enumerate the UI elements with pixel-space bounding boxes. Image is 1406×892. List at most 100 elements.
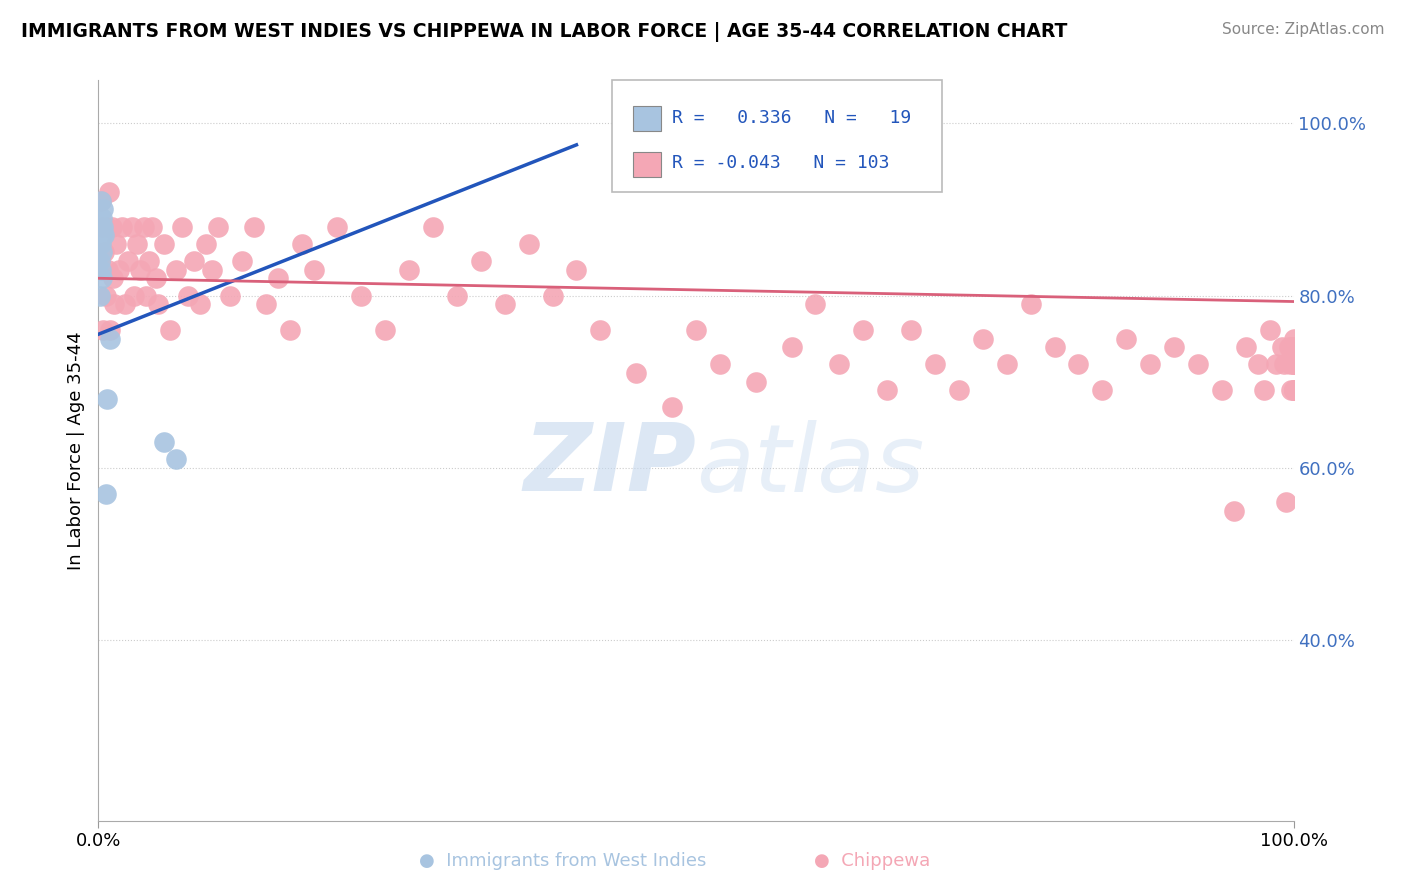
Point	[709, 357, 731, 371]
Point	[1211, 383, 1233, 397]
Point	[177, 288, 200, 302]
Point	[565, 262, 588, 277]
Point	[267, 271, 290, 285]
Point	[661, 401, 683, 415]
Text: R =   0.336   N =   19: R = 0.336 N = 19	[672, 109, 911, 127]
Point	[876, 383, 898, 397]
Point	[278, 323, 301, 337]
Point	[1282, 357, 1305, 371]
Point	[374, 323, 396, 337]
Point	[201, 262, 224, 277]
Point	[900, 323, 922, 337]
Point	[188, 297, 211, 311]
Point	[1043, 340, 1066, 354]
Point	[291, 236, 314, 251]
Point	[780, 340, 803, 354]
Point	[121, 219, 143, 234]
Point	[804, 297, 827, 311]
Point	[94, 486, 117, 500]
Point	[1282, 340, 1305, 354]
Point	[117, 254, 139, 268]
Point	[422, 219, 444, 234]
Point	[745, 375, 768, 389]
Point	[254, 297, 277, 311]
Point	[470, 254, 492, 268]
Text: R = -0.043   N = 103: R = -0.043 N = 103	[672, 154, 890, 172]
Point	[1275, 495, 1298, 509]
Point	[96, 392, 118, 406]
Point	[195, 236, 218, 251]
Point	[98, 323, 122, 337]
Point	[626, 366, 648, 380]
Point	[1279, 383, 1302, 397]
Point	[89, 254, 111, 268]
Text: ●  Immigrants from West Indies: ● Immigrants from West Indies	[419, 852, 706, 870]
Point	[89, 228, 111, 243]
Point	[995, 357, 1018, 371]
Point	[517, 236, 540, 251]
Point	[91, 202, 114, 217]
Point	[1282, 383, 1305, 397]
Point	[219, 288, 242, 302]
Text: atlas: atlas	[696, 420, 924, 511]
Point	[1139, 357, 1161, 371]
Text: ZIP: ZIP	[523, 419, 696, 511]
Point	[91, 228, 114, 243]
Point	[96, 219, 118, 234]
Point	[148, 297, 170, 311]
Point	[1272, 357, 1295, 371]
Point	[1163, 340, 1185, 354]
Point	[165, 452, 187, 467]
Point	[172, 219, 194, 234]
Point	[145, 271, 167, 285]
Point	[90, 219, 112, 234]
Point	[1281, 340, 1303, 354]
Point	[103, 297, 125, 311]
Point	[446, 288, 468, 302]
Point	[541, 288, 564, 302]
Point	[1282, 383, 1305, 397]
Point	[302, 262, 325, 277]
Text: ●  Chippewa: ● Chippewa	[814, 852, 929, 870]
Point	[948, 383, 970, 397]
Point	[1091, 383, 1114, 397]
Point	[1223, 504, 1246, 518]
Point	[91, 245, 114, 260]
Point	[1278, 357, 1301, 371]
Point	[125, 236, 148, 251]
Point	[132, 219, 155, 234]
Point	[105, 236, 128, 251]
Point	[231, 254, 253, 268]
Text: Source: ZipAtlas.com: Source: ZipAtlas.com	[1222, 22, 1385, 37]
Point	[350, 288, 373, 302]
Point	[1115, 332, 1137, 346]
Point	[207, 219, 229, 234]
Point	[101, 271, 124, 285]
Point	[135, 288, 157, 302]
Point	[111, 219, 134, 234]
Point	[165, 262, 187, 277]
Point	[1187, 357, 1209, 371]
Point	[1278, 340, 1301, 354]
Point	[1258, 323, 1281, 337]
Point	[153, 434, 176, 449]
Point	[852, 323, 875, 337]
Point	[685, 323, 707, 337]
Point	[90, 194, 112, 208]
Point	[91, 219, 114, 234]
Point	[1253, 383, 1275, 397]
Point	[89, 254, 111, 268]
Point	[91, 219, 114, 234]
Y-axis label: In Labor Force | Age 35-44: In Labor Force | Age 35-44	[66, 331, 84, 570]
Point	[124, 288, 146, 302]
Point	[93, 228, 115, 243]
Point	[1234, 340, 1257, 354]
Point	[94, 288, 117, 302]
Point	[98, 185, 121, 199]
Point	[98, 332, 122, 346]
Point	[398, 262, 420, 277]
Point	[1271, 340, 1294, 354]
Point	[589, 323, 612, 337]
Point	[89, 288, 111, 302]
Point	[114, 297, 136, 311]
